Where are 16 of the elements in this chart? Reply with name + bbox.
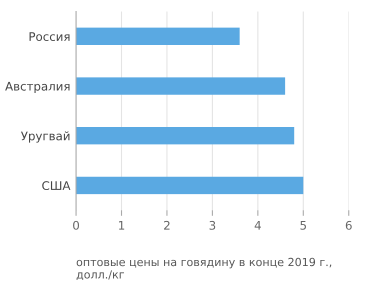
y-tick-label: Австралия [5, 82, 70, 93]
x-tick-label: 2 [164, 220, 170, 230]
bar [76, 28, 240, 46]
x-tick-label: 6 [346, 220, 352, 230]
bar [76, 127, 294, 144]
x-tick-label: 3 [210, 220, 216, 230]
x-tick-label: 1 [119, 221, 124, 230]
y-tick-label: Уругвай [20, 131, 70, 143]
y-tick-label: США [42, 181, 70, 190]
x-tick-label: 5 [300, 221, 306, 230]
bar [76, 176, 304, 194]
y-tick-label: Россия [30, 32, 70, 42]
x-tick-label: 0 [73, 220, 80, 230]
bar [76, 77, 286, 95]
x-tick-label: 4 [254, 221, 261, 230]
x-axis-title: оптовые цены на говядину в конце 2019 г., долл./кг [76, 258, 332, 280]
